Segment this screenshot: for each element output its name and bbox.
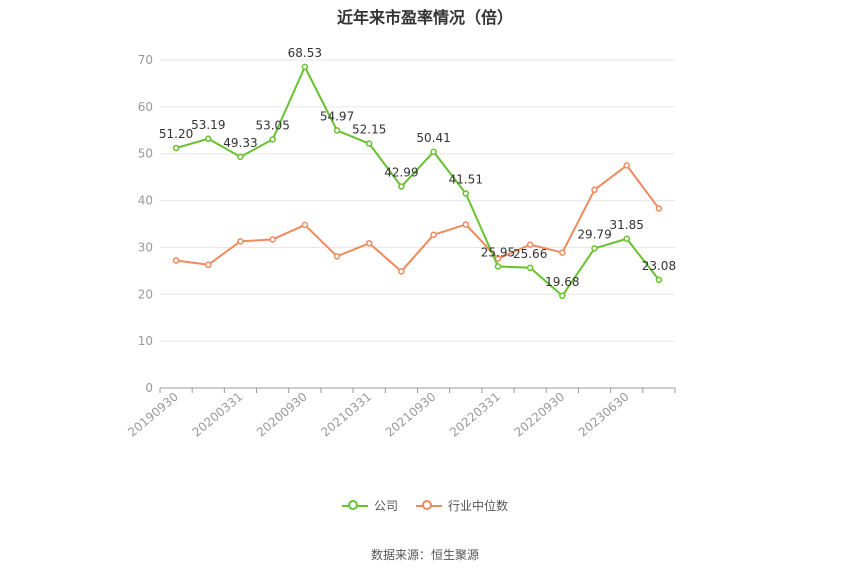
x-tick-label: 20200331 [190,390,246,440]
series-line-industry-median [175,164,660,273]
point-industry-median [237,238,244,245]
y-tick-label: 10 [138,334,153,348]
point-industry-median [269,236,276,243]
point-industry-median [559,249,566,256]
x-tick-label: 20220930 [511,390,567,440]
data-label-company: 54.97 [320,109,354,123]
legend-item-company[interactable]: 公司 [341,497,398,514]
data-label-company: 19.68 [545,275,579,289]
x-tick-label: 20220331 [447,390,503,440]
point-industry-median [333,253,341,260]
data-label-company: 25.66 [513,247,547,261]
x-tick-label: 20230630 [576,390,632,440]
data-label-company: 23.08 [642,259,676,273]
x-tick-label: 20210930 [383,390,439,440]
point-industry-median [430,231,437,239]
legend-swatch-industry-median [416,499,442,513]
point-industry-median [526,241,534,248]
data-label-company: 51.20 [159,127,193,141]
point-industry-median [591,186,598,194]
data-label-company: 41.51 [449,172,483,186]
point-company [269,136,276,143]
point-company [430,148,437,156]
point-company [494,263,502,270]
point-industry-median [462,221,470,228]
data-label-company: 52.15 [352,123,386,137]
point-company [237,153,244,161]
point-industry-median [623,162,630,169]
point-industry-median [398,268,405,275]
point-company [172,144,180,152]
point-company [591,245,598,252]
legend-item-industry-median[interactable]: 行业中位数 [416,497,508,514]
legend-swatch-company [341,499,368,513]
point-company [301,63,309,71]
point-company [205,135,212,143]
point-company [365,140,373,147]
point-company [526,264,534,272]
legend: 公司 行业中位数 [0,497,850,514]
data-label-company: 29.79 [577,227,611,241]
y-tick-label: 20 [138,287,153,301]
point-company [655,276,663,284]
data-label-company: 31.85 [610,218,644,232]
point-industry-median [655,205,663,212]
data-label-company: 42.99 [384,166,418,180]
point-company [462,190,470,197]
point-company [333,127,341,134]
x-tick-label: 20210331 [318,390,374,440]
y-tick-label: 30 [138,240,153,254]
data-label-company: 53.05 [255,118,289,132]
point-industry-median [301,221,309,229]
data-label-company: 53.19 [191,118,225,132]
legend-label-industry-median: 行业中位数 [448,499,509,513]
grid-lines [160,59,675,342]
y-tick-label: 70 [138,53,153,67]
series-lines [172,63,663,300]
chart-title: 近年来市盈率情况（倍） [336,8,513,27]
x-tick-label: 20200930 [254,390,310,440]
y-tick-label: 50 [138,147,153,161]
y-tick-label: 60 [138,100,153,114]
point-industry-median [205,261,212,269]
legend-label-company: 公司 [373,499,398,513]
point-company [623,235,630,243]
point-industry-median [365,239,373,247]
y-tick-label: 0 [145,381,153,395]
data-label-company: 49.33 [223,136,257,150]
point-company [559,292,566,300]
data-label-company: 25.95 [481,245,515,259]
x-tick-label: 20190930 [125,390,181,440]
point-company [398,183,405,190]
y-tick-label: 40 [138,194,153,208]
data-label-company: 50.41 [416,131,450,145]
source-note: 数据来源：恒生聚源 [370,548,479,562]
point-industry-median [172,257,180,264]
series-line-company [175,65,660,297]
data-label-company: 68.53 [288,46,322,60]
